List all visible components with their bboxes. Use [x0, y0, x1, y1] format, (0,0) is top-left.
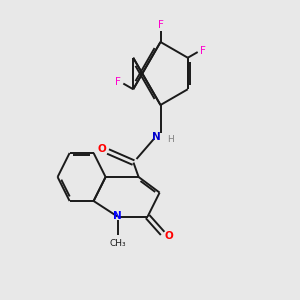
Text: H: H — [167, 135, 173, 144]
Text: N: N — [152, 131, 160, 142]
Text: N: N — [112, 211, 122, 221]
Text: CH₃: CH₃ — [109, 239, 126, 248]
Text: F: F — [158, 20, 164, 31]
Text: F: F — [200, 46, 206, 56]
Text: F: F — [115, 77, 121, 87]
Text: O: O — [165, 231, 174, 241]
Text: O: O — [97, 143, 106, 154]
